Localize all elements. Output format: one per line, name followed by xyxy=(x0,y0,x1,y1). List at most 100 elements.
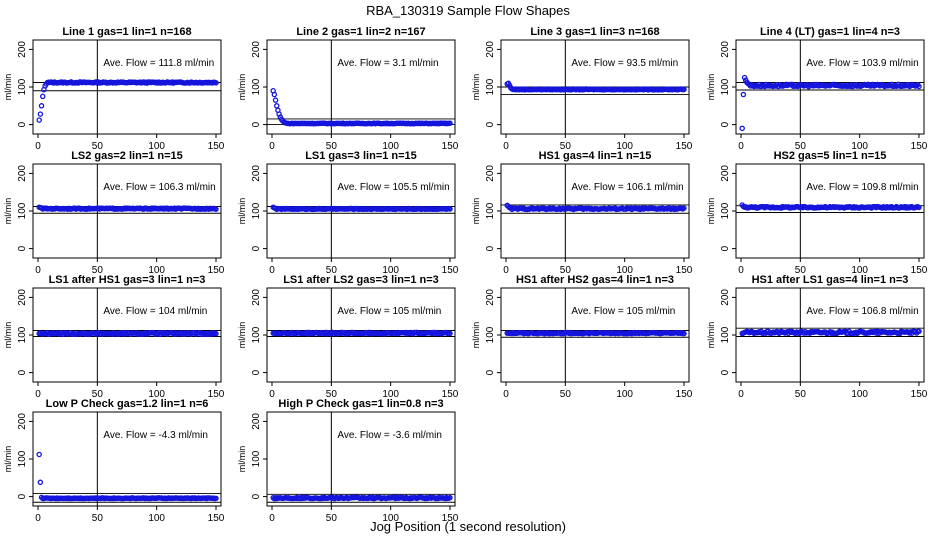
chart-panel: LS2 gas=2 lin=1 n=15 ml/min 0 100 200 0 50 100 1… xyxy=(3,150,225,276)
x-tick-label: 100 xyxy=(148,265,165,276)
x-tick-label: 0 xyxy=(35,389,41,400)
x-tick-label: 0 xyxy=(503,389,509,400)
data-point xyxy=(37,111,44,117)
x-tick-label: 50 xyxy=(92,389,104,400)
x-tick-label: 150 xyxy=(442,513,459,524)
y-axis-label: ml/min xyxy=(471,74,481,101)
x-tick-label: 100 xyxy=(382,513,399,524)
data-point xyxy=(276,111,282,117)
y-tick-label: 0 xyxy=(485,369,496,375)
x-tick-label: 50 xyxy=(326,265,338,276)
data-point xyxy=(36,117,42,123)
panel-title: High P Check gas=1 lin=0.8 n=3 xyxy=(278,398,443,410)
data-point xyxy=(447,206,453,212)
x-tick-label: 0 xyxy=(269,265,275,276)
data-point xyxy=(447,494,453,501)
y-tick-label: 0 xyxy=(251,245,262,251)
y-tick-label: 100 xyxy=(17,78,28,95)
chart-panel: HS1 gas=4 lin=1 n=15 ml/min 0 100 200 0 50 100 1… xyxy=(471,150,693,276)
data-point xyxy=(37,479,44,486)
data-point xyxy=(681,330,687,337)
ave-flow-annotation: Ave. Flow = 105.5 ml/min xyxy=(337,182,449,193)
x-tick-label: 150 xyxy=(208,265,225,276)
ave-flow-annotation: Ave. Flow = 105 ml/min xyxy=(571,306,675,317)
x-tick-label: 50 xyxy=(795,389,807,400)
x-tick-label: 150 xyxy=(911,389,928,400)
y-tick-label: 0 xyxy=(17,369,28,375)
x-tick-label: 100 xyxy=(851,389,868,400)
y-axis-label: ml/min xyxy=(237,198,247,225)
x-tick-label: 0 xyxy=(738,265,744,276)
x-tick-label: 150 xyxy=(676,389,693,400)
y-axis-label: ml/min xyxy=(706,198,716,225)
plot-frame xyxy=(266,39,456,135)
y-tick-label: 100 xyxy=(17,326,28,343)
x-tick-label: 50 xyxy=(326,389,338,400)
ave-flow-annotation: Ave. Flow = 105 ml/min xyxy=(337,306,441,317)
y-tick-label: 200 xyxy=(251,413,262,430)
panel-title: Line 3 gas=1 lin=3 n=168 xyxy=(530,26,659,38)
x-tick-label: 150 xyxy=(208,513,225,524)
x-tick-label: 0 xyxy=(503,265,509,276)
chart-panel: LS1 after LS2 gas=3 lin=1 n=3 ml/min 0 100 2… xyxy=(237,274,459,400)
x-tick-label: 100 xyxy=(148,389,165,400)
panel-title: LS1 gas=3 lin=1 n=15 xyxy=(305,150,417,162)
y-tick-label: 0 xyxy=(720,121,731,127)
chart-panel: HS2 gas=5 lin=1 n=15 ml/min 0 100 200 0 50 100 1… xyxy=(706,150,928,276)
y-axis-label: ml/min xyxy=(237,322,247,349)
chart-panel: LS1 gas=3 lin=1 n=15 ml/min 0 100 200 0 50 100 1… xyxy=(237,150,459,276)
y-tick-label: 200 xyxy=(17,41,28,58)
chart-panel: Line 1 gas=1 lin=1 n=168 ml/min 0 100 200 0 50… xyxy=(3,26,225,152)
y-tick-label: 200 xyxy=(251,41,262,58)
y-axis-label: ml/min xyxy=(471,322,481,349)
panels-group: Line 1 gas=1 lin=1 n=168 ml/min 0 100 200 0 50… xyxy=(3,26,928,524)
chart-panel: HS1 after LS1 gas=4 lin=1 n=3 ml/min 0 100 2… xyxy=(706,274,928,400)
x-tick-label: 50 xyxy=(560,265,572,276)
ave-flow-annotation: Ave. Flow = -4.3 ml/min xyxy=(103,430,208,441)
x-tick-label: 0 xyxy=(269,513,275,524)
plot-frame xyxy=(266,411,456,507)
x-tick-label: 150 xyxy=(911,265,928,276)
x-tick-label: 100 xyxy=(148,141,165,152)
panel-title: HS1 gas=4 lin=1 n=15 xyxy=(539,150,652,162)
x-tick-label: 50 xyxy=(326,513,338,524)
y-tick-label: 100 xyxy=(720,326,731,343)
data-point xyxy=(271,91,278,98)
x-tick-label: 0 xyxy=(738,141,744,152)
y-tick-label: 0 xyxy=(17,121,28,127)
x-tick-label: 100 xyxy=(382,265,399,276)
ave-flow-annotation: Ave. Flow = 3.1 ml/min xyxy=(337,58,438,69)
data-point xyxy=(213,80,219,86)
x-tick-label: 50 xyxy=(92,513,104,524)
y-tick-label: 200 xyxy=(720,41,731,58)
x-tick-label: 150 xyxy=(676,141,693,152)
x-tick-label: 100 xyxy=(616,141,633,152)
y-tick-label: 100 xyxy=(485,78,496,95)
ave-flow-annotation: Ave. Flow = 104 ml/min xyxy=(103,306,207,317)
y-tick-label: 100 xyxy=(485,326,496,343)
x-tick-label: 50 xyxy=(795,265,807,276)
y-axis-label: ml/min xyxy=(3,446,13,473)
figure-xlabel: Jog Position (1 second resolution) xyxy=(370,519,566,534)
y-tick-label: 200 xyxy=(251,289,262,306)
y-tick-label: 200 xyxy=(17,165,28,182)
y-tick-label: 100 xyxy=(485,202,496,219)
y-axis-label: ml/min xyxy=(237,74,247,101)
y-tick-label: 0 xyxy=(251,121,262,127)
data-point xyxy=(739,125,745,132)
data-point xyxy=(740,91,747,98)
x-tick-label: 50 xyxy=(92,265,104,276)
data-point xyxy=(213,495,219,502)
y-tick-label: 0 xyxy=(485,245,496,251)
data-point xyxy=(39,93,46,100)
x-tick-label: 0 xyxy=(503,141,509,152)
ave-flow-annotation: Ave. Flow = 106.3 ml/min xyxy=(103,182,215,193)
x-tick-label: 0 xyxy=(738,389,744,400)
data-point xyxy=(916,204,922,211)
data-point xyxy=(273,103,280,109)
ave-flow-annotation: Ave. Flow = 93.5 ml/min xyxy=(571,58,678,69)
data-point xyxy=(38,103,45,109)
data-point xyxy=(916,83,922,90)
x-tick-label: 0 xyxy=(35,513,41,524)
x-tick-label: 50 xyxy=(795,141,807,152)
